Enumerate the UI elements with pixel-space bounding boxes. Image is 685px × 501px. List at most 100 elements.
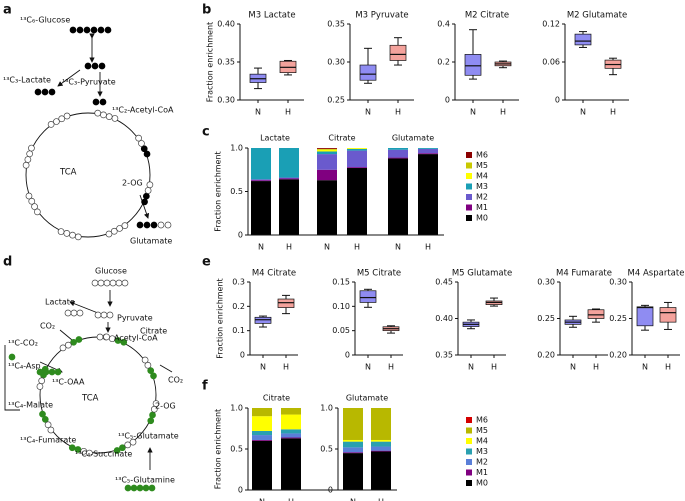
diagram-label: ¹³C-CO₂ [8,339,38,348]
atom-dot [63,229,71,237]
legend-label: M2 [476,458,488,467]
atom-dot [63,112,71,120]
y-tick-label: 0.30 [609,278,627,287]
y-tick-label: 0.5 [230,187,243,196]
x-tick-label: H [500,108,506,117]
atom-dot [115,279,123,287]
x-tick-label: H [285,108,291,117]
y-tick-label: 0.35 [435,351,453,360]
bar-segment [343,453,363,490]
group-label: Glutamate [392,134,434,143]
atom-dot [44,421,52,429]
y-tick-label: 0.05 [332,326,350,335]
bar-segment [281,438,301,490]
bar-segment [317,180,337,235]
chart-title: M4 Fumarate [556,269,612,279]
atom-dot [25,192,33,200]
atom-dot [140,145,148,153]
x-tick-label: N [324,243,330,252]
atom-dot [150,221,158,229]
atom-dot [28,144,35,152]
legend-swatch [466,438,472,444]
atom-dot [22,161,30,169]
atom-dot [26,150,34,158]
x-tick-label: H [378,498,384,501]
legend-swatch [466,162,472,169]
panel-label: a [3,3,12,18]
atom-dot [136,221,144,229]
bar-segment [343,447,363,453]
atom-dot [76,309,84,317]
box [254,316,272,324]
atom-dot [103,333,110,341]
x-tick-label: H [283,363,289,372]
diagram-label: ¹³C₃-Lactate [3,76,51,85]
group-label: Glutamate [346,394,388,403]
bar-segment [418,148,438,149]
bar-segment [347,148,367,151]
y-tick-label: 0.1 [232,326,245,335]
x-tick-label: N [255,108,261,117]
atom-dot [97,26,105,34]
y-tick-label: 0 [240,351,245,360]
legend-label: M3 [476,182,488,191]
bar-segment [281,408,301,415]
diagram-label: ¹³C₅-Glutamine [115,476,175,485]
y-tick-label: 1.0 [230,144,243,153]
atom-dot [38,377,46,385]
atom-dot [99,98,107,106]
legend-label: M6 [476,151,488,160]
x-tick-label: N [260,363,266,372]
atom-dot [53,118,60,125]
bar-segment [371,451,391,490]
x-tick-label: N [350,498,356,501]
y-tick-label: 0.30 [327,58,345,67]
atom-dot [94,109,102,117]
y-tick-label: 0.25 [327,96,345,105]
atom-dot [149,411,156,419]
bar-segment [343,452,363,454]
atom-dot [59,344,67,352]
panel-label: b [202,3,211,18]
atom-dot [97,279,105,287]
box [359,290,377,303]
x-tick-label: N [468,363,474,372]
diagram-label: ¹³C₃-Pyruvate [62,78,116,87]
bar-segment [281,414,301,430]
atom-dot [28,197,36,205]
atom-dot [138,140,145,147]
bar-segment [252,440,272,490]
y-tick-label: 0.25 [609,314,627,323]
chart-title: M3 Pyruvate [355,11,408,21]
legend-swatch [466,173,472,179]
diagram-label: ¹³C-OAA [52,378,85,387]
y-tick-label: 0.30 [537,278,555,287]
x-tick-label: H [388,363,394,372]
atom-dot [121,279,129,287]
atom-dot [24,156,32,163]
bar-segment [388,149,408,158]
box [359,64,377,81]
atom-dot [141,356,149,364]
chart-title: M4 Citrate [252,269,296,279]
atom-dot [94,311,102,319]
atom-dot [74,233,82,241]
atom-dot [75,336,83,343]
x-tick-label: H [286,243,292,252]
diagram-label: Pyruvate [117,314,153,323]
atom-dot [147,367,155,374]
diagram-label: TCA [81,394,99,404]
legend-swatch [466,194,472,200]
legend-swatch [466,480,472,486]
diagram-label: ¹³C₄-Malate [8,401,53,410]
atom-dot [146,181,154,189]
legend-swatch [466,417,472,423]
y-tick-label: 0 [555,96,560,105]
box [464,54,482,76]
atom-dot [157,221,165,229]
bar-segment [279,179,299,235]
atom-dot [129,438,137,446]
y-tick-label: 0.10 [332,302,350,311]
diagram-label: CO₂ [168,376,183,385]
